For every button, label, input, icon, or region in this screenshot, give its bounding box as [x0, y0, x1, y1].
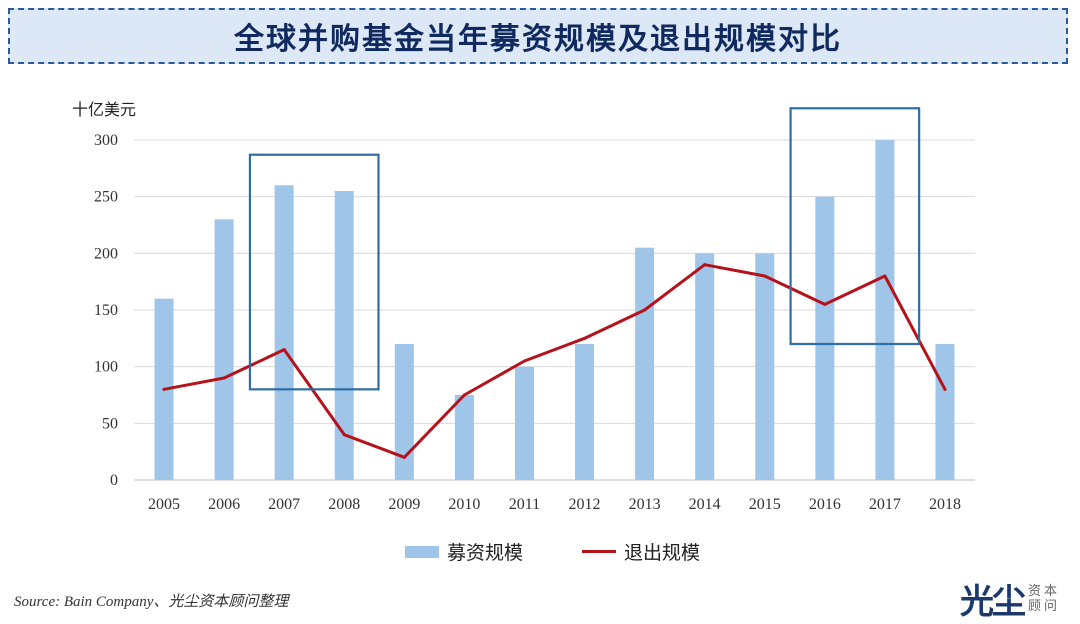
x-tick-label: 2018: [929, 496, 961, 513]
highlight-box: [248, 153, 380, 391]
bar: [214, 219, 234, 481]
line-point: [282, 348, 286, 352]
legend-line-label: 退出规模: [624, 542, 701, 564]
line-point: [522, 359, 526, 363]
line-point: [583, 336, 587, 340]
logo-main-text: 光尘: [960, 582, 1026, 622]
y-tick-label: 100: [94, 359, 118, 376]
line-point: [763, 274, 767, 278]
legend-bar-label: 募资规模: [447, 542, 524, 564]
x-tick-label: 2016: [809, 496, 841, 513]
legend-item-bar: 募资规模: [405, 538, 523, 565]
y-tick-label: 250: [94, 189, 118, 206]
legend-item-line: 退出规模: [582, 538, 700, 565]
line-point: [883, 274, 887, 278]
legend-line-swatch: [582, 550, 616, 553]
line-series-exit: [162, 263, 947, 459]
y-tick-label: 50: [102, 415, 118, 432]
line-point: [342, 433, 346, 437]
brand-logo: 光尘 资本 顾问: [960, 574, 1060, 623]
y-tick-label: 150: [94, 302, 118, 319]
chart-title: 全球并购基金当年募资规模及退出规模对比: [234, 22, 842, 57]
x-tick-label: 2007: [268, 496, 300, 513]
x-tick-label: 2015: [749, 496, 781, 513]
line-point: [222, 376, 226, 380]
title-banner: 全球并购基金当年募资规模及退出规模对比: [8, 8, 1068, 64]
line-point: [943, 387, 947, 391]
line-point: [703, 263, 707, 267]
line-point: [643, 308, 647, 312]
x-tick-label: 2006: [208, 496, 240, 513]
line-point: [162, 387, 166, 391]
bar: [274, 185, 294, 481]
logo-sub-top: 资本: [1028, 583, 1061, 599]
logo-sub-text: 资本 顾问: [1028, 584, 1060, 614]
bar: [575, 344, 595, 480]
bar: [394, 344, 414, 480]
x-tick-label: 2012: [569, 496, 601, 513]
legend-bar-swatch: [405, 545, 439, 558]
x-tick-label: 2010: [448, 496, 480, 513]
logo-sub-bottom: 顾问: [1028, 598, 1061, 614]
y-tick-label: 200: [94, 245, 118, 262]
x-tick-label: 2013: [629, 496, 661, 513]
bar: [875, 140, 895, 480]
legend: 募资规模 退出规模: [0, 538, 1080, 565]
bar: [935, 344, 955, 480]
chart-plot: 0 50 100 150 200 250 300 2005 2006 2007 2008 2009 20…: [94, 107, 975, 513]
highlight-box: [789, 107, 921, 346]
line-point: [402, 455, 406, 459]
bar: [514, 366, 534, 480]
line-point: [823, 302, 827, 306]
y-tick-label: 300: [94, 132, 118, 149]
y-axis-unit-label: 十亿美元: [72, 100, 137, 119]
line-point: [462, 393, 466, 397]
bar: [635, 247, 655, 480]
x-tick-label: 2009: [388, 496, 420, 513]
x-tick-label: 2011: [509, 496, 540, 513]
x-tick-label: 2014: [689, 496, 721, 513]
x-tick-label: 2008: [328, 496, 360, 513]
bar: [454, 395, 474, 480]
bar: [815, 196, 835, 480]
x-tick-label: 2005: [148, 496, 180, 513]
bar: [334, 191, 354, 480]
bar: [755, 253, 775, 480]
y-tick-label: 0: [110, 472, 118, 489]
bar: [695, 253, 715, 480]
x-tick-label: 2017: [869, 496, 901, 513]
source-note: Source: Bain Company、光尘资本顾问整理: [14, 594, 289, 610]
